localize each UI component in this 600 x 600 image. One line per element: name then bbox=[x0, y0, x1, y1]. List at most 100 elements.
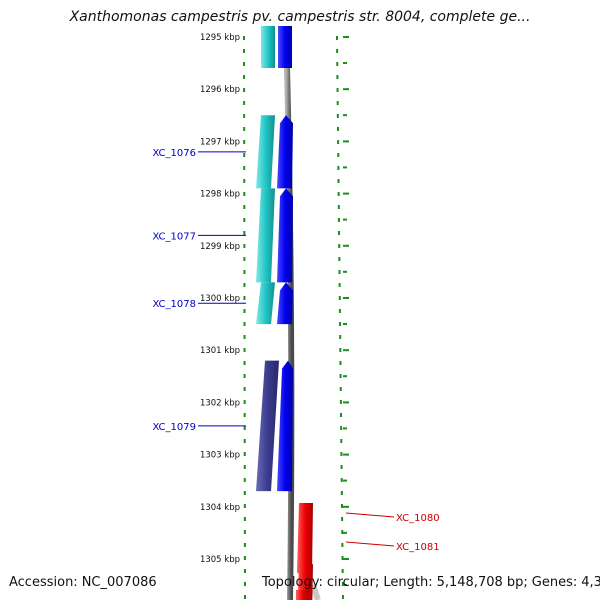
guide-dot bbox=[338, 257, 341, 261]
guide-dot bbox=[341, 582, 344, 586]
guide-dot bbox=[340, 491, 343, 495]
guide-dot bbox=[243, 205, 246, 209]
guide-dot bbox=[338, 244, 341, 248]
gene-feature bbox=[297, 503, 313, 579]
guide-dot bbox=[339, 374, 342, 378]
ruler-label: 1302 kbp bbox=[200, 398, 240, 408]
guide-dot bbox=[243, 62, 246, 66]
gene-label: XC_1080 bbox=[396, 513, 440, 524]
ruler-tick bbox=[343, 558, 349, 560]
guide-dot bbox=[243, 309, 246, 313]
guide-dot bbox=[243, 478, 246, 482]
guide-dot bbox=[243, 465, 246, 469]
guide-dot bbox=[336, 62, 339, 66]
guide-dot bbox=[337, 205, 340, 209]
cds-feature bbox=[256, 360, 279, 492]
ruler-minor-tick bbox=[343, 62, 347, 64]
guide-dot bbox=[243, 231, 246, 235]
guide-dot bbox=[243, 101, 246, 105]
gene-label: XC_1078 bbox=[152, 299, 196, 310]
guide-dot bbox=[339, 387, 342, 391]
ruler-minor-tick bbox=[343, 323, 347, 325]
topology-label: Topology: bbox=[262, 575, 323, 590]
ruler-label: 1298 kbp bbox=[200, 190, 240, 200]
guide-dot bbox=[340, 465, 343, 469]
gene-feature bbox=[277, 360, 293, 492]
guide-dot bbox=[341, 530, 344, 534]
topology-value: circular; bbox=[326, 575, 380, 590]
ruler-tick bbox=[343, 36, 349, 38]
guide-dot bbox=[243, 400, 246, 404]
guide-dot bbox=[340, 439, 343, 443]
ruler-label: 1304 kbp bbox=[200, 503, 240, 513]
ruler-tick bbox=[343, 140, 349, 143]
ruler-minor-tick bbox=[343, 166, 347, 169]
guide-dot bbox=[339, 322, 342, 326]
guide-dot bbox=[243, 556, 246, 560]
guide-dot bbox=[243, 322, 246, 326]
cds-feature bbox=[261, 26, 275, 68]
guide-dot bbox=[243, 426, 246, 430]
gene-feature bbox=[277, 115, 293, 189]
genes-label: Genes: bbox=[531, 575, 578, 590]
ruler-tick bbox=[343, 453, 349, 456]
ruler-minor-tick bbox=[343, 427, 347, 430]
ruler-label: 1300 kbp bbox=[200, 294, 240, 304]
guide-dot bbox=[339, 335, 342, 339]
guide-dot bbox=[341, 543, 344, 547]
guide-dot bbox=[339, 361, 342, 365]
guide-dot bbox=[337, 140, 340, 144]
guide-dot bbox=[337, 192, 340, 196]
guide-dot bbox=[243, 569, 246, 573]
guide-dot bbox=[243, 452, 246, 456]
guide-dot bbox=[243, 166, 246, 170]
guide-dot bbox=[243, 257, 246, 261]
backbone-lower bbox=[310, 584, 321, 600]
guide-dot bbox=[336, 36, 338, 40]
guide-dot bbox=[243, 49, 246, 53]
guide-dot bbox=[338, 231, 341, 235]
genes-value: 4,331 bbox=[581, 575, 600, 590]
guide-dot bbox=[243, 517, 246, 521]
length-value: 5,148,708 bp; bbox=[436, 575, 528, 590]
guide-dot bbox=[339, 348, 342, 352]
guide-dot bbox=[243, 114, 246, 118]
guide-dot bbox=[243, 335, 246, 339]
guide-dot bbox=[337, 179, 340, 183]
topology-line: Topology: circular; Length: 5,148,708 bp; Ge… bbox=[262, 575, 600, 590]
guide-dot bbox=[340, 426, 343, 430]
guide-dot bbox=[243, 491, 246, 495]
ruler-label: 1303 kbp bbox=[200, 451, 240, 461]
feature-labels: XC_1076 XC_1077 XC_1078 XC_1079 XC_1080 XC_10… bbox=[152, 148, 439, 553]
ruler-label: 1301 kbp bbox=[200, 346, 240, 356]
guide-dot bbox=[243, 439, 246, 443]
guide-dot bbox=[341, 595, 344, 599]
ruler-tick bbox=[343, 244, 349, 247]
ruler-label: 1297 kbp bbox=[200, 137, 240, 147]
ruler-label: 1305 kbp bbox=[200, 555, 240, 565]
guide-dot bbox=[337, 166, 340, 170]
length-label: Length: bbox=[383, 575, 433, 590]
guide-dot bbox=[336, 49, 339, 53]
ruler-label: 1299 kbp bbox=[200, 242, 240, 252]
gene-feature bbox=[277, 188, 293, 283]
ruler-minor-tick bbox=[343, 479, 347, 482]
gene-label: XC_1077 bbox=[152, 231, 196, 242]
guide-dot bbox=[243, 387, 246, 391]
guide-dot bbox=[243, 192, 246, 196]
guide-dot bbox=[339, 400, 342, 404]
guide-dot bbox=[243, 413, 246, 417]
ruler-tick bbox=[343, 401, 349, 404]
ruler-tick bbox=[343, 192, 349, 195]
guide-dot bbox=[243, 504, 246, 508]
guide-dot bbox=[338, 283, 341, 287]
guide-dot bbox=[243, 374, 246, 378]
guide-dot bbox=[340, 504, 343, 508]
cds-feature bbox=[256, 188, 275, 283]
ruler: 1295 kbp 1296 kbp 1297 kbp 1298 kbp 1299 kbp… bbox=[200, 33, 349, 586]
guide-dot bbox=[243, 218, 246, 222]
guide-dot bbox=[336, 75, 339, 79]
ruler-tick bbox=[343, 297, 349, 299]
ruler-tick bbox=[343, 505, 349, 508]
